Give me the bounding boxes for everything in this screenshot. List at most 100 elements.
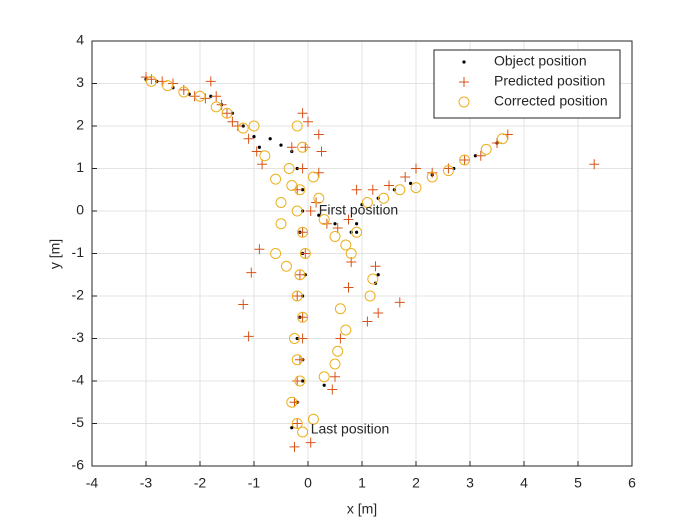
point xyxy=(335,333,346,344)
point xyxy=(200,93,211,104)
point xyxy=(367,184,378,195)
point xyxy=(362,316,373,327)
point xyxy=(299,248,311,259)
point xyxy=(297,108,308,119)
point xyxy=(254,244,265,255)
point xyxy=(317,213,321,217)
x-tick-label: 4 xyxy=(520,475,528,491)
y-tick-label: 4 xyxy=(76,32,84,48)
point xyxy=(292,376,303,386)
point xyxy=(211,91,222,102)
point xyxy=(294,184,306,196)
x-tick-label: 6 xyxy=(628,475,636,491)
point xyxy=(275,197,287,208)
point xyxy=(290,426,294,430)
plot-frame xyxy=(91,40,633,467)
point xyxy=(370,261,381,272)
point xyxy=(327,384,338,395)
point xyxy=(475,150,486,161)
point xyxy=(411,163,421,174)
point xyxy=(305,206,316,216)
point xyxy=(334,303,346,315)
point xyxy=(343,214,354,225)
legend-marker xyxy=(459,77,469,87)
point xyxy=(332,345,344,357)
point xyxy=(268,137,272,141)
x-tick-label: -4 xyxy=(86,475,99,491)
x-tick-label: -3 xyxy=(140,475,153,491)
point xyxy=(162,80,174,92)
point xyxy=(297,426,309,438)
point xyxy=(289,333,300,344)
point xyxy=(241,124,245,128)
point xyxy=(243,133,254,144)
y-tick-label: 0 xyxy=(76,202,84,218)
point xyxy=(332,223,343,233)
point xyxy=(221,107,233,119)
point xyxy=(473,154,477,158)
x-tick-label: 5 xyxy=(574,475,582,491)
point xyxy=(209,94,213,98)
point xyxy=(289,441,300,452)
point xyxy=(394,184,406,196)
annotation: First position xyxy=(319,202,398,218)
point xyxy=(280,260,292,272)
y-tick-label: -4 xyxy=(72,372,85,388)
point xyxy=(289,397,300,408)
point xyxy=(294,269,306,281)
point xyxy=(318,214,330,225)
point xyxy=(307,413,319,425)
x-tick-label: 2 xyxy=(412,475,420,491)
point xyxy=(294,269,305,280)
point xyxy=(194,90,206,102)
point xyxy=(340,324,352,336)
point xyxy=(322,383,326,387)
point xyxy=(300,248,311,259)
point xyxy=(297,312,308,323)
point xyxy=(355,230,359,234)
point xyxy=(168,78,178,89)
point xyxy=(246,267,257,278)
point xyxy=(237,122,249,134)
point xyxy=(297,163,308,174)
point xyxy=(286,396,298,408)
x-tick-label: 0 xyxy=(304,475,312,491)
y-tick-label: -1 xyxy=(72,244,85,260)
point xyxy=(316,146,327,157)
point xyxy=(400,172,411,182)
point xyxy=(294,354,305,365)
point xyxy=(333,222,337,226)
y-tick-label: -3 xyxy=(72,329,85,345)
point xyxy=(283,163,295,174)
point xyxy=(496,133,508,145)
point xyxy=(257,159,268,170)
point xyxy=(295,336,299,341)
y-tick-label: -6 xyxy=(72,457,85,473)
point xyxy=(364,290,376,302)
point xyxy=(238,299,249,310)
point xyxy=(426,171,438,183)
point xyxy=(259,150,271,162)
point xyxy=(291,120,303,132)
y-tick-label: 1 xyxy=(76,159,84,175)
point xyxy=(361,197,373,208)
point xyxy=(297,311,309,323)
point xyxy=(459,155,470,165)
point xyxy=(216,99,227,110)
point xyxy=(345,248,357,259)
point xyxy=(384,180,394,191)
point xyxy=(291,290,303,302)
point xyxy=(394,297,405,308)
point xyxy=(301,188,305,192)
point xyxy=(210,101,222,113)
point xyxy=(378,192,390,204)
y-tick-label: -2 xyxy=(72,287,85,303)
point xyxy=(459,154,471,166)
point xyxy=(373,308,384,318)
point xyxy=(243,331,254,342)
x-tick-label: 3 xyxy=(466,475,474,491)
y-axis-label: y [m] xyxy=(47,239,63,269)
point xyxy=(367,273,379,285)
point xyxy=(305,437,316,448)
legend-label: Predicted position xyxy=(494,73,605,89)
